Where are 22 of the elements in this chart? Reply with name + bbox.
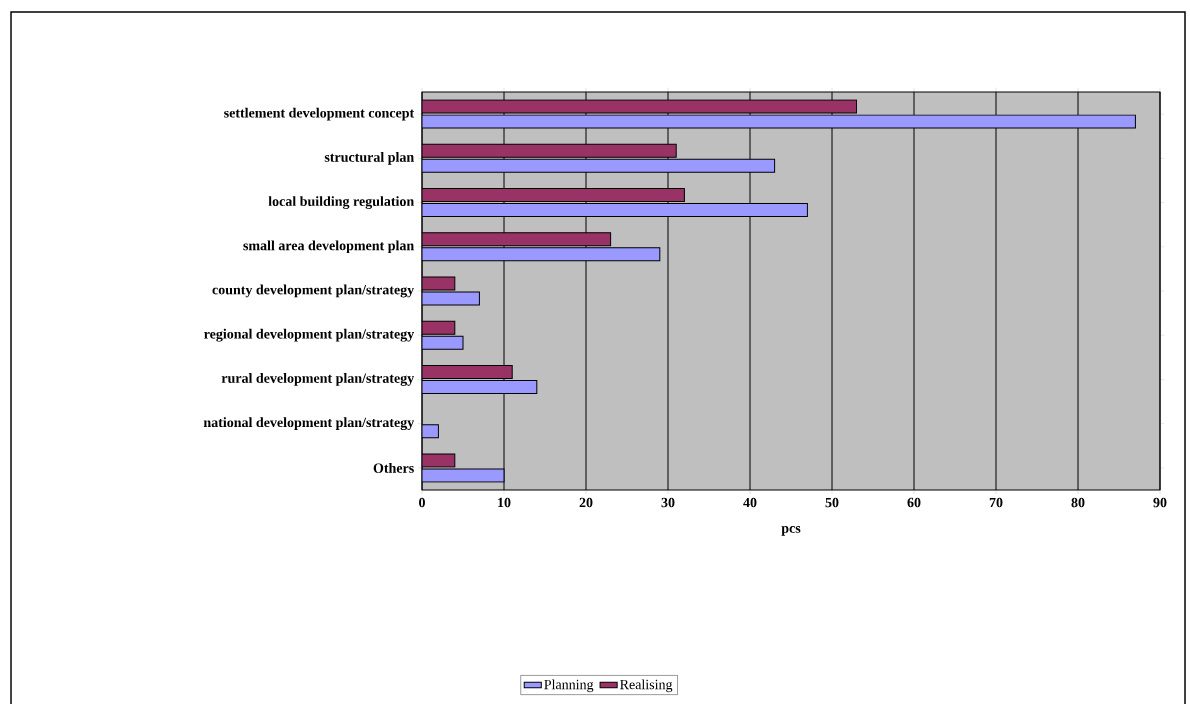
x-tick-label: 80 (1071, 497, 1085, 508)
x-axis-title: pcs (781, 526, 801, 536)
x-tick-label: 90 (1153, 497, 1167, 508)
legend-label: Realising (620, 679, 673, 693)
y-tick-label: national development plan/strategy (203, 417, 415, 431)
y-tick-label: small area development plan (243, 240, 414, 254)
x-tick-label: 70 (989, 497, 1003, 508)
x-tick-label: 40 (743, 497, 757, 508)
y-tick-label: rural development plan/strategy (221, 373, 415, 386)
x-tick-label: 50 (825, 497, 839, 508)
x-tick-label: 10 (498, 497, 511, 508)
y-tick-label: structural plan (324, 151, 414, 165)
x-tick-label: 30 (661, 497, 675, 508)
y-tick-label: Others (373, 462, 414, 473)
y-tick-label: regional development plan/strategy (204, 328, 415, 342)
x-tick-label: 60 (907, 497, 921, 508)
y-tick-label: settlement development concept (224, 107, 415, 121)
y-tick-label: county development plan/strategy (212, 284, 415, 298)
y-tick-label: local building regulation (268, 196, 414, 209)
legend-label: Planning (544, 679, 594, 693)
x-tick-label: 20 (579, 497, 593, 508)
x-tick-label: 0 (419, 497, 425, 508)
